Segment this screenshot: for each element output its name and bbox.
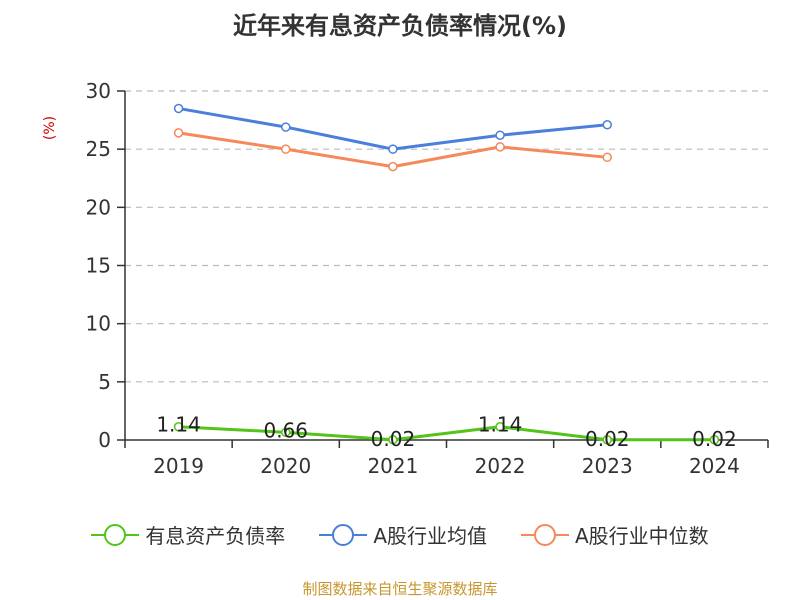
data-source-note: 制图数据来自恒生聚源数据库 bbox=[302, 580, 498, 598]
data-point bbox=[709, 435, 720, 445]
data-point bbox=[495, 130, 505, 140]
y-tick-label: 0 bbox=[98, 428, 111, 452]
data-point bbox=[602, 435, 612, 445]
chart-title: 近年来有息资产负债率情况(%) bbox=[233, 12, 567, 40]
y-tick-label: 10 bbox=[86, 312, 111, 336]
x-tick-label: 2022 bbox=[475, 454, 526, 478]
grid-lines bbox=[125, 90, 768, 383]
data-point bbox=[495, 421, 505, 432]
data-point bbox=[388, 161, 398, 172]
data-label: 1.14 bbox=[156, 413, 201, 437]
series-lines bbox=[173, 103, 720, 445]
legend-item-industry-mean[interactable]: A股行业均值 bbox=[319, 520, 487, 549]
data-point bbox=[388, 144, 398, 154]
y-tick-label: 5 bbox=[98, 370, 111, 394]
legend-marker-icon bbox=[319, 523, 368, 547]
data-label: 0.66 bbox=[263, 418, 308, 442]
data-point bbox=[495, 142, 505, 152]
y-tick-label: 25 bbox=[86, 137, 111, 161]
legend-item-interest-debt-ratio[interactable]: 有息资产负债率 bbox=[91, 520, 285, 549]
x-tick-label: 2019 bbox=[153, 454, 204, 478]
data-point bbox=[281, 122, 291, 132]
data-point bbox=[602, 119, 612, 130]
y-tick-label: 30 bbox=[86, 79, 111, 103]
y-tick-label: 20 bbox=[86, 195, 111, 219]
legend-item-industry-median[interactable]: A股行业中位数 bbox=[521, 520, 709, 549]
x-tick-label: 2020 bbox=[260, 454, 311, 478]
legend-label: A股行业中位数 bbox=[575, 524, 709, 548]
y-tick-label: 15 bbox=[86, 254, 111, 278]
x-tick-label: 2024 bbox=[689, 454, 740, 478]
data-point bbox=[281, 144, 291, 154]
legend: 有息资产负债率 A股行业均值 A股行业中位数 bbox=[0, 520, 800, 549]
data-point bbox=[173, 421, 184, 432]
axes: 0 5 10 15 20 25 30 2019 2020 2021 2022 2023 2024 bbox=[86, 79, 769, 478]
legend-marker-icon bbox=[91, 523, 140, 547]
data-label: 1.14 bbox=[478, 413, 523, 437]
legend-label: A股行业均值 bbox=[373, 524, 487, 548]
data-point bbox=[388, 435, 398, 445]
data-labels: 1.14 0.66 0.02 1.14 0.02 0.02 bbox=[156, 413, 736, 451]
legend-marker-icon bbox=[521, 523, 569, 547]
data-label: 0.02 bbox=[371, 427, 416, 451]
data-label: 0.02 bbox=[585, 427, 630, 451]
data-point bbox=[602, 152, 612, 163]
data-point bbox=[173, 103, 184, 114]
series-line bbox=[178, 425, 715, 442]
legend-label: 有息资产负债率 bbox=[145, 524, 286, 548]
x-tick-label: 2023 bbox=[582, 454, 633, 478]
x-tick-label: 2021 bbox=[367, 454, 418, 478]
data-label: 0.02 bbox=[692, 427, 737, 451]
data-point bbox=[173, 128, 184, 138]
data-point bbox=[281, 427, 291, 438]
